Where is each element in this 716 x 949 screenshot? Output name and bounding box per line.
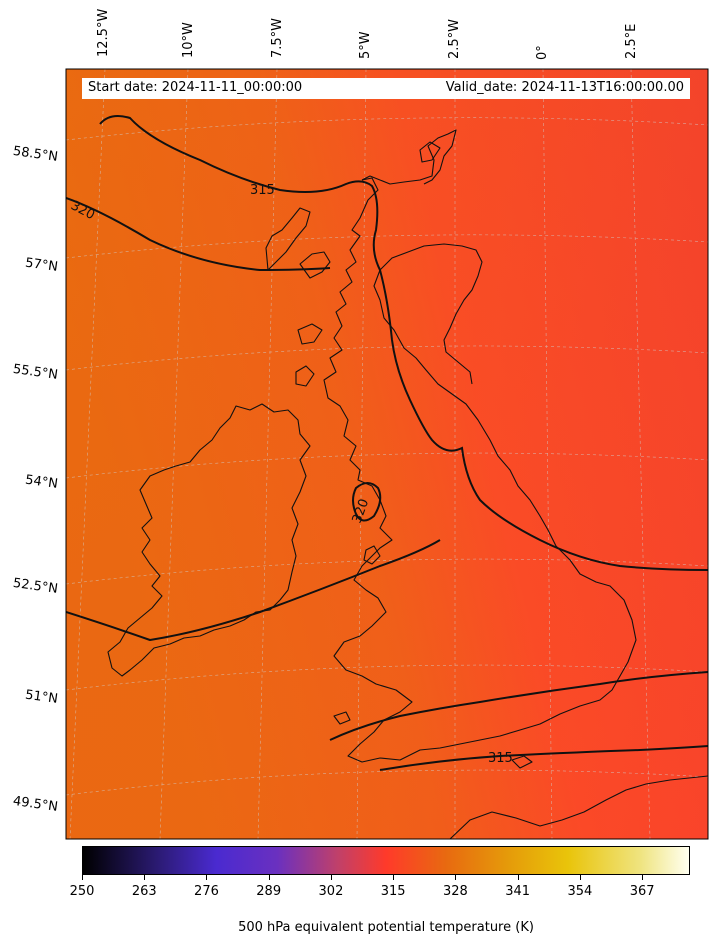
coastlines (107, 129, 708, 839)
valid-date-text: Valid_date: 2024-11-13T16:00:00.00 (445, 80, 684, 95)
coast-ireland (107, 403, 311, 677)
colorbar-tick-label: 276 (194, 884, 219, 899)
colorbar-tickmark (206, 875, 208, 880)
lon-label-10w: 10°W (181, 22, 196, 58)
lon-label-2-5e: 2.5°E (624, 23, 639, 59)
colorbar-tick-label: 263 (131, 884, 157, 899)
colorbar-tick-label: 289 (256, 884, 282, 899)
coast-france (449, 775, 708, 839)
lon-label-12-5w: 12.5°W (96, 8, 111, 57)
contour-315-north (99, 115, 708, 571)
coast-orkney (419, 141, 441, 163)
colorbar-tickmark (82, 875, 83, 880)
contour-315-south-a (66, 539, 441, 642)
coast-scilly (333, 711, 351, 725)
start-date-text: Start date: 2024-11-11_00:00:00 (88, 80, 303, 95)
coast-hebrides (265, 207, 311, 271)
colorbar-tickmark (144, 875, 146, 880)
colorbar-tickmark (268, 875, 270, 880)
colorbar (82, 846, 690, 875)
colorbar-tickmark (393, 875, 395, 880)
colorbar-tickmark (517, 875, 519, 880)
lon-label-2-5w: 2.5°W (447, 18, 462, 59)
contour-label-315-north: 315 (250, 183, 275, 198)
lon-label-7-5w: 7.5°W (270, 17, 285, 58)
coast-scotland-north (361, 129, 457, 185)
colorbar-label: 500 hPa equivalent potential temperature… (238, 920, 534, 935)
theta-e-contours (66, 115, 708, 771)
coast-wight (511, 755, 533, 769)
colorbar-tickmark (330, 875, 332, 880)
coast-isle-of-man (363, 545, 381, 565)
contour-315-south-c (379, 745, 708, 771)
contour-315-south-b (329, 671, 708, 741)
coast-skye (299, 251, 331, 279)
colorbar-tick-label: 367 (629, 884, 655, 899)
colorbar-tick-label: 250 (69, 884, 95, 899)
colorbar-tick-label: 315 (380, 884, 406, 899)
plot-frame (65, 68, 709, 840)
lon-label-0: 0° (535, 45, 550, 60)
date-info-box: Start date: 2024-11-11_00:00:00 Valid_da… (82, 78, 690, 99)
contour-320-west (66, 197, 331, 272)
colorbar-tickmark (579, 875, 581, 880)
colorbar-tickmark (642, 875, 644, 880)
contour-label-315-south: 315 (488, 751, 513, 766)
coast-mull (297, 323, 323, 345)
coast-great-britain (323, 177, 637, 763)
colorbar-tick-label: 328 (442, 884, 468, 899)
contour-320-island (352, 482, 382, 522)
colorbar-tick-label: 302 (318, 884, 344, 899)
graticule (66, 69, 708, 839)
colorbar-tick-label: 341 (505, 884, 531, 899)
colorbar-tickmark (455, 875, 457, 880)
lon-label-5w: 5°W (358, 31, 373, 59)
colorbar-tick-label: 354 (567, 884, 593, 899)
coast-islay (295, 365, 315, 387)
